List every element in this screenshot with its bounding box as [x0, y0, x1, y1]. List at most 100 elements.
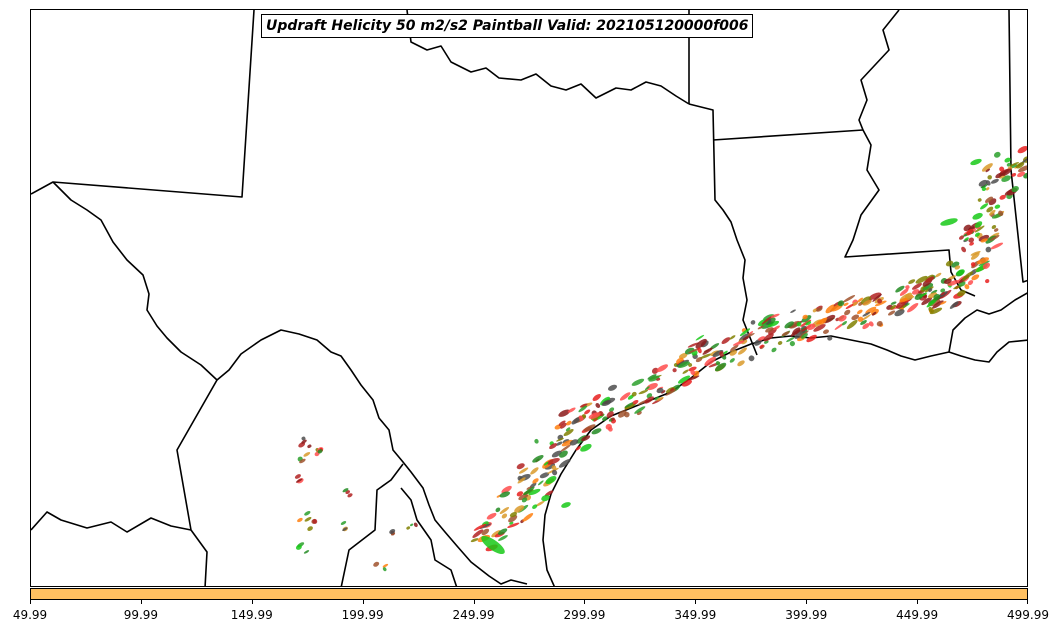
paintball-blob [516, 463, 525, 470]
paintball-blob [954, 265, 961, 270]
paintball-blob [999, 166, 1005, 172]
paintball-blob [935, 272, 942, 278]
paintball-blob [964, 237, 969, 241]
paintball-blob [295, 544, 302, 550]
paintball-blob [544, 461, 549, 466]
paintball-blob [926, 298, 938, 308]
paintball-blob [532, 454, 544, 463]
paintball-blob [571, 417, 581, 425]
paintball-blob [737, 360, 745, 367]
paintball-blob [565, 427, 571, 432]
paintball-blob [964, 284, 970, 290]
paintball-blob [1009, 162, 1020, 167]
paintball-blob [933, 293, 941, 301]
colorbar-tick [806, 600, 808, 604]
paintball-blob [860, 320, 867, 325]
paintball-blob [303, 452, 311, 457]
paintball-blob [682, 369, 689, 374]
paintball-blob [656, 396, 664, 401]
paintball-blob [509, 512, 517, 518]
paintball-blob [491, 530, 501, 538]
paintball-blob [956, 269, 965, 276]
paintball-blob [656, 377, 661, 381]
paintball-blob [771, 347, 777, 353]
paintball-blob [978, 234, 990, 242]
paintball-blob [985, 168, 991, 173]
paintball-blob [922, 286, 930, 291]
paintball-blob [843, 295, 856, 303]
coastline-louisiana [948, 292, 1027, 353]
paintball-blob [846, 319, 858, 330]
paintball-blob [837, 300, 845, 307]
paintball-blob [481, 535, 505, 555]
paintball-blob [843, 302, 849, 306]
paintball-blob [508, 515, 518, 523]
paintball-blob [681, 379, 692, 387]
paintball-blob [790, 309, 796, 313]
paintball-blob [521, 497, 528, 503]
paintball-blob [498, 535, 508, 541]
boundary-mexico-4 [400, 487, 458, 586]
colorbar-tick [917, 600, 919, 604]
paintball-blob [830, 304, 843, 312]
paintball-blob [546, 457, 560, 465]
paintball-blob [294, 474, 301, 479]
paintball-blob [1023, 172, 1027, 179]
paintball-blob [558, 420, 566, 426]
paintball-blob [729, 350, 737, 356]
paintball-blob [688, 347, 701, 354]
paintball-blob [560, 422, 567, 429]
paintball-blob [1006, 162, 1011, 167]
paintball-blob [561, 439, 574, 447]
paintball-blob [382, 567, 387, 572]
paintball-blob [919, 292, 928, 297]
paintball-blob [518, 494, 529, 501]
paintball-blob [714, 362, 727, 372]
paintball-blob [307, 444, 312, 449]
paintball-blob [563, 428, 574, 437]
paintball-blob [865, 306, 877, 314]
paintball-blob [730, 344, 739, 352]
paintball-blob [877, 298, 883, 304]
paintball-blob [575, 445, 581, 451]
paintball-blob [1017, 165, 1027, 173]
paintball-blob [806, 334, 817, 343]
paintball-blob [342, 488, 349, 493]
paintball-blob [862, 299, 872, 306]
paintball-blob [532, 504, 538, 510]
paintball-blob [413, 522, 418, 528]
colorbar-tick [584, 600, 586, 604]
paintball-blob [974, 225, 985, 233]
paintball-blob [677, 375, 691, 384]
paintball-blob [861, 314, 871, 321]
paintball-blob [857, 316, 864, 322]
colorbar-tick-label: 449.99 [896, 608, 939, 622]
paintball-blob [518, 467, 529, 474]
paintball-blob [544, 490, 554, 497]
paintball-blob [801, 315, 812, 323]
paintball-blob [739, 328, 751, 337]
paintball-blob [297, 517, 303, 523]
paintball-blob [928, 306, 933, 313]
paintball-blob [989, 209, 996, 216]
paintball-blob [501, 485, 512, 494]
paintball-blob [757, 336, 766, 341]
paintball-blob [895, 285, 905, 293]
paintball-blob [980, 203, 989, 210]
paintball-blob [872, 293, 882, 302]
colorbar-tick [251, 600, 253, 604]
paintball-blob [816, 307, 823, 312]
paintball-blob [890, 304, 897, 310]
paintball-blob [561, 502, 571, 508]
paintball-blob [646, 383, 658, 391]
paintball-blob [732, 340, 745, 346]
paintball-blob [592, 412, 598, 417]
updraft-helicity-paintballs [294, 145, 1027, 572]
paintball-blob [304, 511, 311, 516]
paintball-blob [908, 279, 916, 284]
paintball-blob [715, 361, 721, 366]
paintball-blob [601, 399, 612, 407]
paintball-blob [986, 206, 994, 213]
paintball-blob [911, 289, 920, 295]
paintball-blob [963, 224, 972, 232]
